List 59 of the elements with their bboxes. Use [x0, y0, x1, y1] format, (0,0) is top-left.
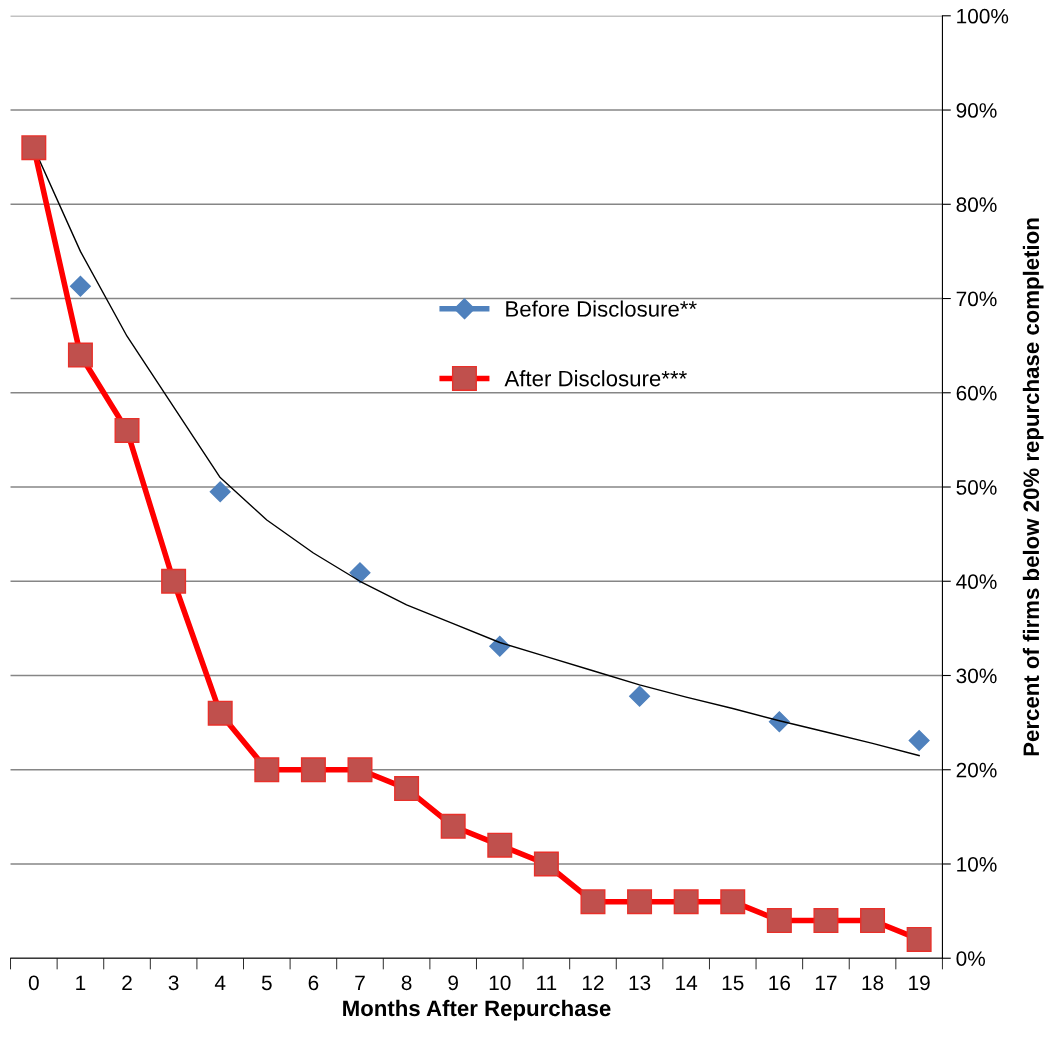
x-tick-label: 0 [28, 975, 39, 991]
point [487, 832, 513, 858]
y2-tick-label: 100% [957, 8, 1009, 24]
point [161, 568, 187, 594]
y2-tick-label: 0% [956, 951, 985, 966]
x-tick-label: 18 [862, 975, 884, 991]
y2-tick-label: 10% [957, 856, 997, 872]
x-tick-label: 4 [214, 975, 226, 990]
point [673, 889, 699, 915]
point [627, 889, 653, 915]
point [440, 813, 466, 839]
x-tick-label: 15 [722, 975, 744, 991]
point [906, 926, 932, 952]
point [254, 757, 280, 783]
point [209, 481, 231, 503]
y2-tick-label: 50% [956, 480, 997, 495]
x-tick-label: 5 [261, 975, 272, 991]
point [349, 562, 371, 584]
point [114, 417, 140, 443]
x-tick-label: 16 [769, 975, 791, 991]
x-tick-label: 8 [401, 975, 412, 991]
y2-tick-label: 30% [956, 668, 997, 684]
legend-label: After Disclosure*** [504, 370, 687, 387]
point [860, 908, 886, 934]
point [720, 889, 746, 915]
point [629, 685, 651, 707]
x-tick-label: 7 [355, 975, 365, 990]
x-tick-label: 1 [76, 975, 86, 990]
point [580, 889, 606, 915]
x-tick-label: 9 [448, 975, 458, 991]
y2-tick-label: 20% [956, 762, 997, 778]
point [394, 776, 420, 802]
x-tick-label: 11 [537, 975, 557, 990]
y2-tick-label: 60% [956, 385, 997, 401]
x-tick-label: 17 [815, 975, 837, 990]
point [69, 275, 91, 297]
x-tick-label: 12 [582, 975, 604, 990]
y2-tick-label: 40% [956, 574, 997, 590]
x-tick-label: 13 [629, 975, 651, 991]
x-tick-label: 10 [489, 975, 511, 991]
y2-tick-label: 80% [956, 197, 997, 213]
point [766, 908, 792, 934]
point [67, 342, 93, 368]
x-tick-label: 14 [676, 975, 698, 990]
legend-label: Before Disclosure** [506, 300, 697, 317]
x-tick-label: 3 [168, 975, 179, 991]
point [533, 851, 559, 877]
y2-tick-label: 90% [956, 103, 997, 118]
x-tick-label: 6 [308, 975, 319, 991]
x-tick-label: 19 [909, 975, 930, 991]
y2-tick-label: 70% [956, 291, 997, 307]
x-axis-title: Months After Repurchase [343, 999, 611, 1021]
point [813, 908, 839, 934]
point [908, 730, 930, 752]
point [207, 700, 233, 726]
point [347, 757, 373, 783]
point [300, 757, 326, 783]
x-tick-label: 2 [122, 975, 132, 990]
y2-axis-title: Percent of firms below 20% repurchase completion [1022, 218, 1044, 756]
